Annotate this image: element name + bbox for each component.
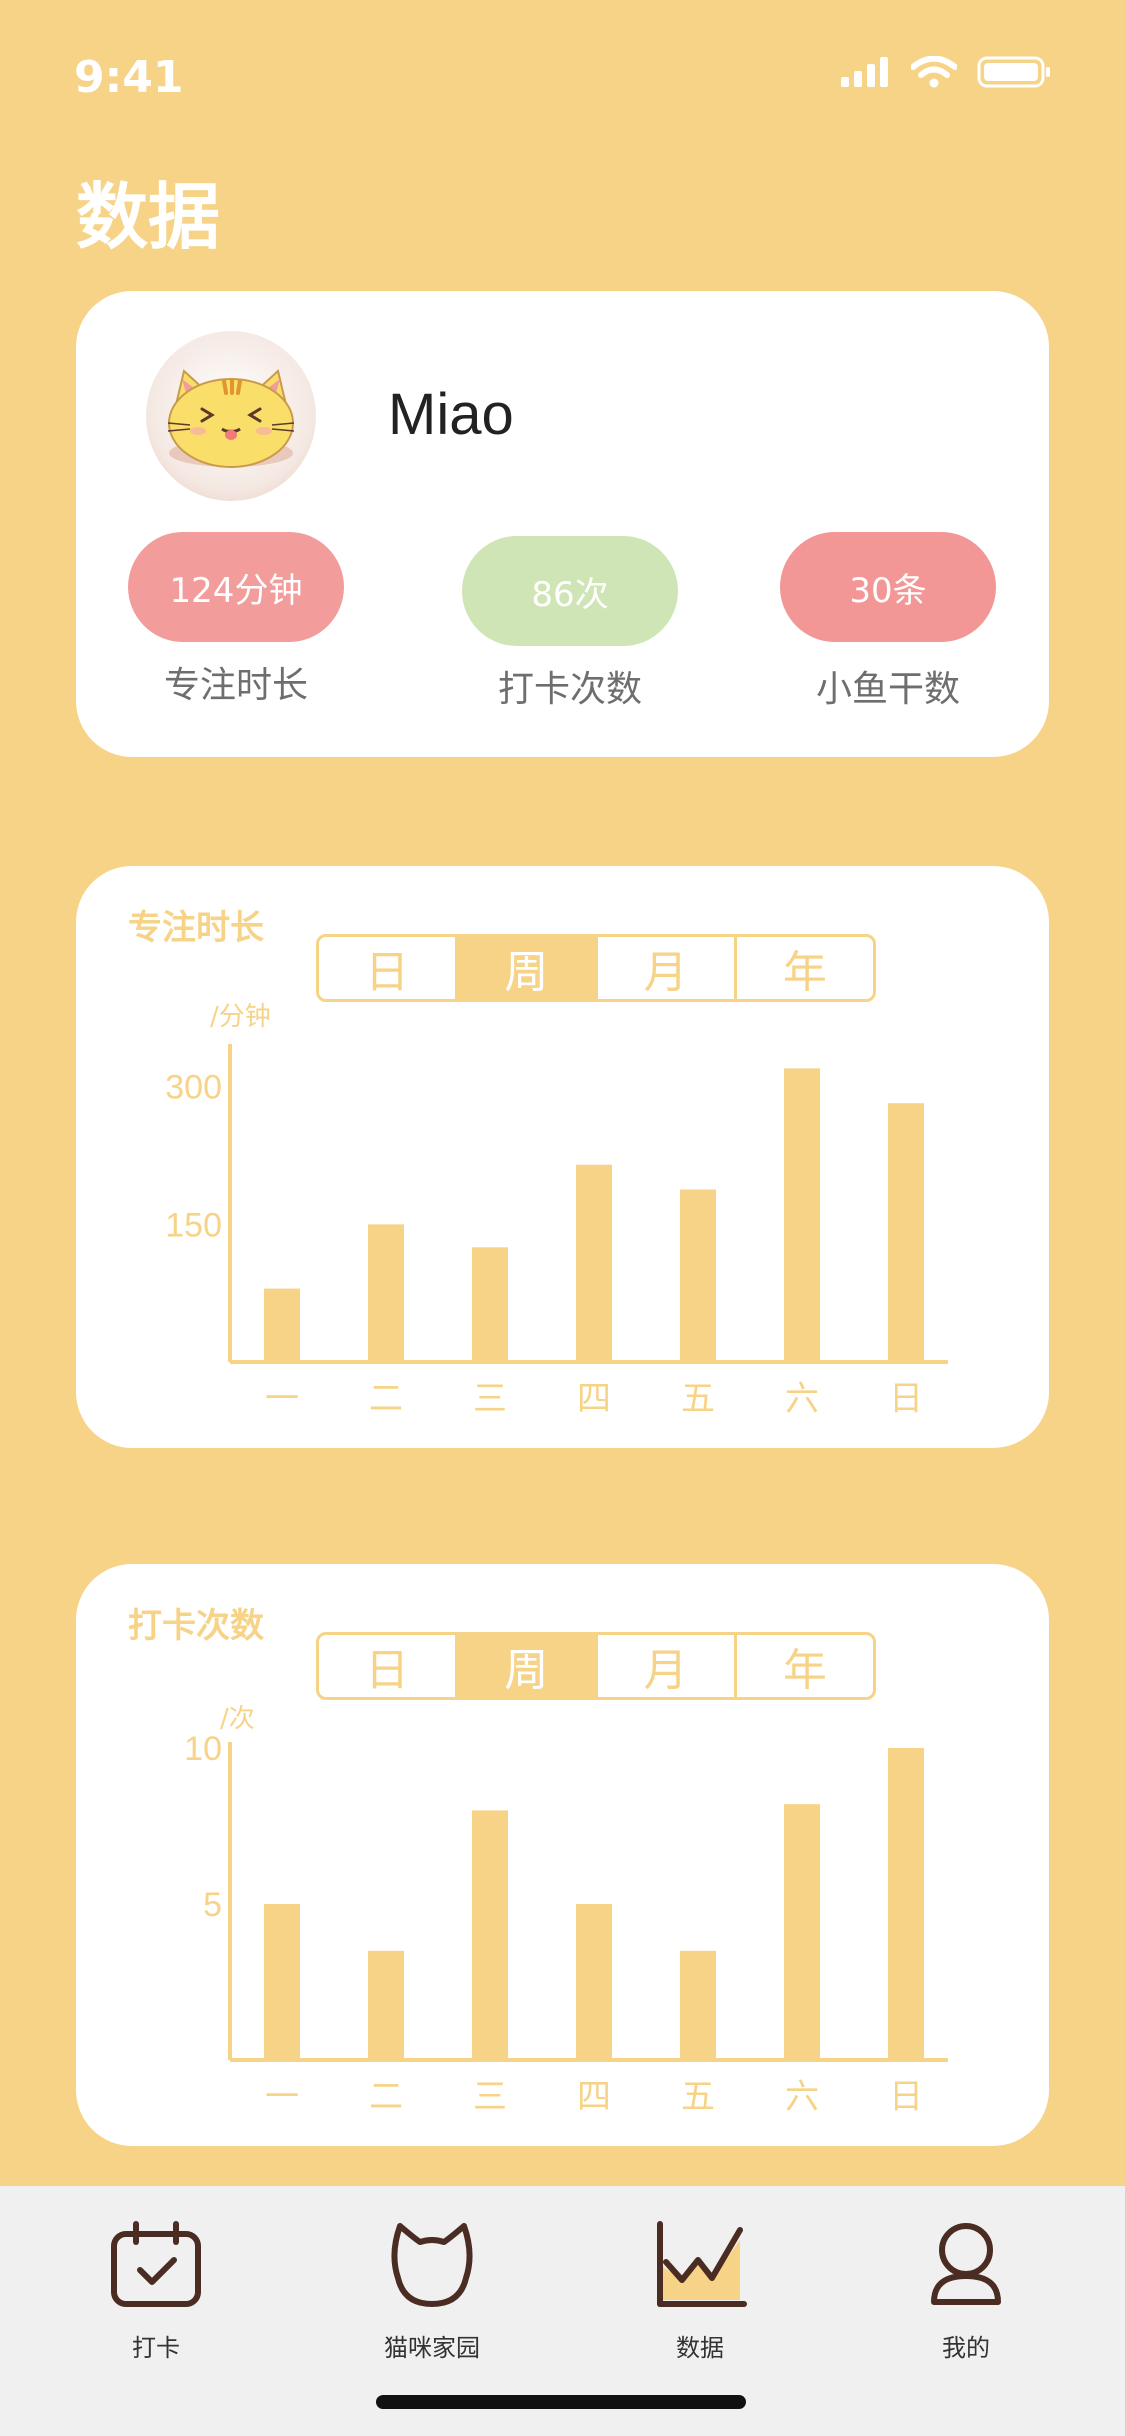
user-icon — [931, 2223, 1001, 2305]
home-indicator — [376, 2395, 746, 2409]
y-unit-label: /分钟 — [210, 1002, 271, 1032]
bar-六[interactable] — [784, 1068, 820, 1362]
x-tick-label: 五 — [681, 2077, 715, 2117]
seg-week[interactable]: 周 — [458, 937, 598, 999]
x-tick-label: 六 — [785, 1379, 819, 1419]
x-tick-label: 五 — [681, 1379, 715, 1419]
profile-card: Miao 124分钟 专注时长 86次 打卡次数 30条 小鱼干数 — [76, 291, 1049, 757]
seg-year[interactable]: 年 — [782, 947, 827, 998]
seg-month[interactable]: 月 — [598, 1635, 737, 1697]
bar-二[interactable] — [368, 1950, 404, 2060]
tab-bar: 打卡 猫咪家园 数据 我的 — [0, 2186, 1125, 2436]
period-segmented-control: 日 周 月 年 — [316, 1632, 876, 1700]
signal-icon — [841, 57, 888, 87]
bar-一[interactable] — [264, 1288, 300, 1362]
y-tick-label: 10 — [184, 1730, 222, 1768]
wifi-icon — [911, 56, 957, 88]
bar-四[interactable] — [576, 1164, 612, 1362]
bar-五[interactable] — [680, 1950, 716, 2060]
stat-label: 小鱼干数 — [815, 669, 960, 710]
bar-二[interactable] — [368, 1224, 404, 1362]
status-time: 9:41 — [74, 52, 184, 103]
y-tick-label: 5 — [203, 1886, 222, 1924]
x-tick-label: 二 — [369, 1379, 403, 1419]
page-title: 数据 — [76, 175, 221, 259]
x-tick-label: 一 — [265, 2077, 299, 2117]
stat-value-pill: 86次 — [462, 536, 678, 646]
status-icons — [841, 56, 1051, 88]
x-tick-label: 日 — [889, 2077, 923, 2117]
seg-month[interactable]: 月 — [598, 937, 737, 999]
x-tick-label: 三 — [473, 1379, 507, 1419]
battery-icon — [977, 56, 1050, 88]
tab-checkin[interactable]: 打卡 — [66, 2220, 246, 2363]
stat-label: 专注时长 — [163, 665, 308, 706]
stat-value-pill: 30条 — [780, 532, 996, 642]
seg-week[interactable]: 周 — [458, 1635, 598, 1697]
username: Miao — [388, 382, 514, 447]
x-tick-label: 三 — [473, 2077, 507, 2117]
x-tick-label: 一 — [265, 1379, 299, 1419]
tab-cat-home[interactable]: 猫咪家园 — [342, 2220, 522, 2363]
checkin-chart-card: 打卡次数 日 周 月 年 /次 5 10 一 二 三 四 五 六 日 — [76, 1564, 1049, 2146]
tab-mine[interactable]: 我的 — [876, 2220, 1056, 2363]
period-segmented-control: 日 周 月 年 — [316, 934, 876, 1002]
cat-head-icon — [391, 2223, 473, 2307]
x-tick-label: 日 — [889, 1379, 923, 1419]
y-tick-label: 150 — [165, 1206, 222, 1244]
chart-icon — [657, 2221, 747, 2307]
status-bar: 9:41 — [0, 0, 1125, 150]
bar-六[interactable] — [784, 1804, 820, 2060]
bar-三[interactable] — [472, 1247, 508, 1362]
stat-value-pill: 124分钟 — [128, 532, 344, 642]
seg-day[interactable]: 日 — [319, 937, 459, 999]
stat-checkin-count[interactable]: 86次 打卡次数 — [462, 536, 678, 712]
tab-label: 猫咪家园 — [384, 2334, 480, 2362]
cat-avatar-icon — [167, 369, 295, 468]
bar-日[interactable] — [888, 1103, 924, 1362]
bar-五[interactable] — [680, 1189, 716, 1362]
stat-focus-time[interactable]: 124分钟 专注时长 — [128, 532, 344, 708]
chart-title: 专注时长 — [128, 908, 264, 948]
seg-year[interactable]: 年 — [782, 1645, 827, 1696]
bar-四[interactable] — [576, 1904, 612, 2060]
y-unit-label: /次 — [220, 1704, 255, 1734]
seg-day[interactable]: 日 — [319, 1635, 459, 1697]
chart-title: 打卡次数 — [128, 1606, 264, 1646]
bar-日[interactable] — [888, 1748, 924, 2060]
tab-label: 打卡 — [132, 2334, 180, 2362]
tab-data[interactable]: 数据 — [610, 2220, 790, 2363]
x-tick-label: 六 — [785, 2077, 819, 2117]
x-tick-label: 四 — [577, 2077, 611, 2117]
x-tick-label: 四 — [577, 1379, 611, 1419]
focus-time-bar-chart: 150 300 一 二 三 四 五 六 日 — [165, 1044, 948, 1419]
y-tick-label: 300 — [165, 1069, 222, 1107]
x-tick-label: 二 — [369, 2077, 403, 2117]
tab-label: 我的 — [942, 2334, 990, 2362]
tab-label: 数据 — [676, 2334, 724, 2362]
calendar-check-icon — [111, 2221, 201, 2307]
bar-三[interactable] — [472, 1810, 508, 2060]
bar-一[interactable] — [264, 1904, 300, 2060]
avatar[interactable] — [146, 331, 316, 501]
stat-fish-count[interactable]: 30条 小鱼干数 — [780, 532, 996, 712]
focus-time-chart-card: 专注时长 日 周 月 年 /分钟 150 300 一 二 三 四 五 六 日 — [76, 866, 1049, 1448]
checkin-bar-chart: 5 10 一 二 三 四 五 六 日 — [184, 1730, 948, 2117]
stat-label: 打卡次数 — [497, 669, 642, 710]
